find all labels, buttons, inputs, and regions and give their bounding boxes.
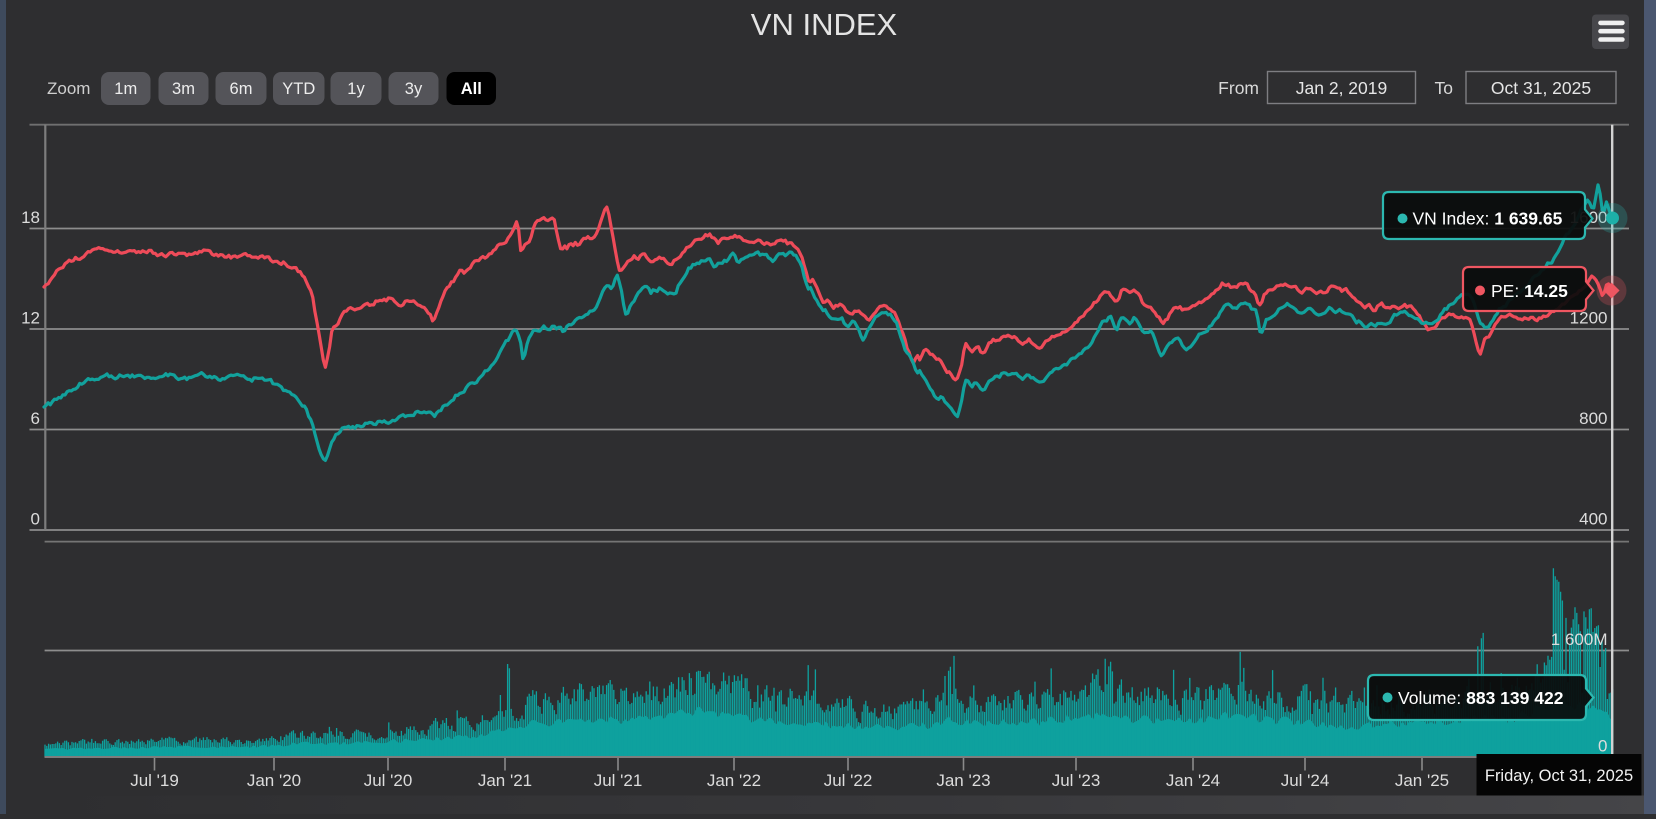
svg-text:1m: 1m [114,80,137,98]
svg-text:Jul '22: Jul '22 [824,771,873,790]
svg-text:Oct 31, 2025: Oct 31, 2025 [1491,78,1591,98]
svg-text:6: 6 [31,409,40,428]
svg-text:All: All [461,80,482,98]
svg-text:Jul '19: Jul '19 [130,771,179,790]
svg-text:From: From [1218,78,1259,98]
svg-text:VN Index: 1 639.65: VN Index: 1 639.65 [1413,209,1563,229]
svg-text:Jan '22: Jan '22 [707,771,761,790]
svg-text:Zoom: Zoom [47,79,90,98]
svg-text:Jan '25: Jan '25 [1395,771,1449,790]
svg-text:Jan '24: Jan '24 [1166,771,1220,790]
svg-text:Jul '23: Jul '23 [1052,771,1101,790]
svg-text:Jan '20: Jan '20 [247,771,301,790]
svg-text:800: 800 [1579,409,1607,428]
svg-text:6m: 6m [230,80,253,98]
svg-text:3y: 3y [405,80,423,98]
svg-text:Friday, Oct 31, 2025: Friday, Oct 31, 2025 [1485,767,1633,785]
svg-text:1y: 1y [347,80,365,98]
svg-text:Jul '24: Jul '24 [1281,771,1330,790]
svg-text:Volume: 883 139 422: Volume: 883 139 422 [1398,688,1564,708]
svg-text:0: 0 [1598,737,1607,756]
svg-text:Jan '23: Jan '23 [936,771,990,790]
svg-text:Jul '21: Jul '21 [594,771,643,790]
svg-text:YTD: YTD [282,80,315,98]
svg-text:12: 12 [21,309,40,328]
svg-text:To: To [1435,78,1453,98]
svg-text:Jan '21: Jan '21 [478,771,532,790]
svg-text:1200: 1200 [1570,309,1608,328]
svg-text:3m: 3m [172,80,195,98]
svg-text:VN INDEX: VN INDEX [751,7,898,42]
svg-text:400: 400 [1579,510,1607,529]
svg-text:PE: 14.25: PE: 14.25 [1491,281,1568,301]
svg-text:18: 18 [21,208,40,227]
svg-text:0: 0 [31,510,40,529]
svg-text:1 600M: 1 600M [1551,630,1608,649]
svg-text:Jul '20: Jul '20 [364,771,413,790]
svg-text:Jan 2, 2019: Jan 2, 2019 [1296,78,1387,98]
